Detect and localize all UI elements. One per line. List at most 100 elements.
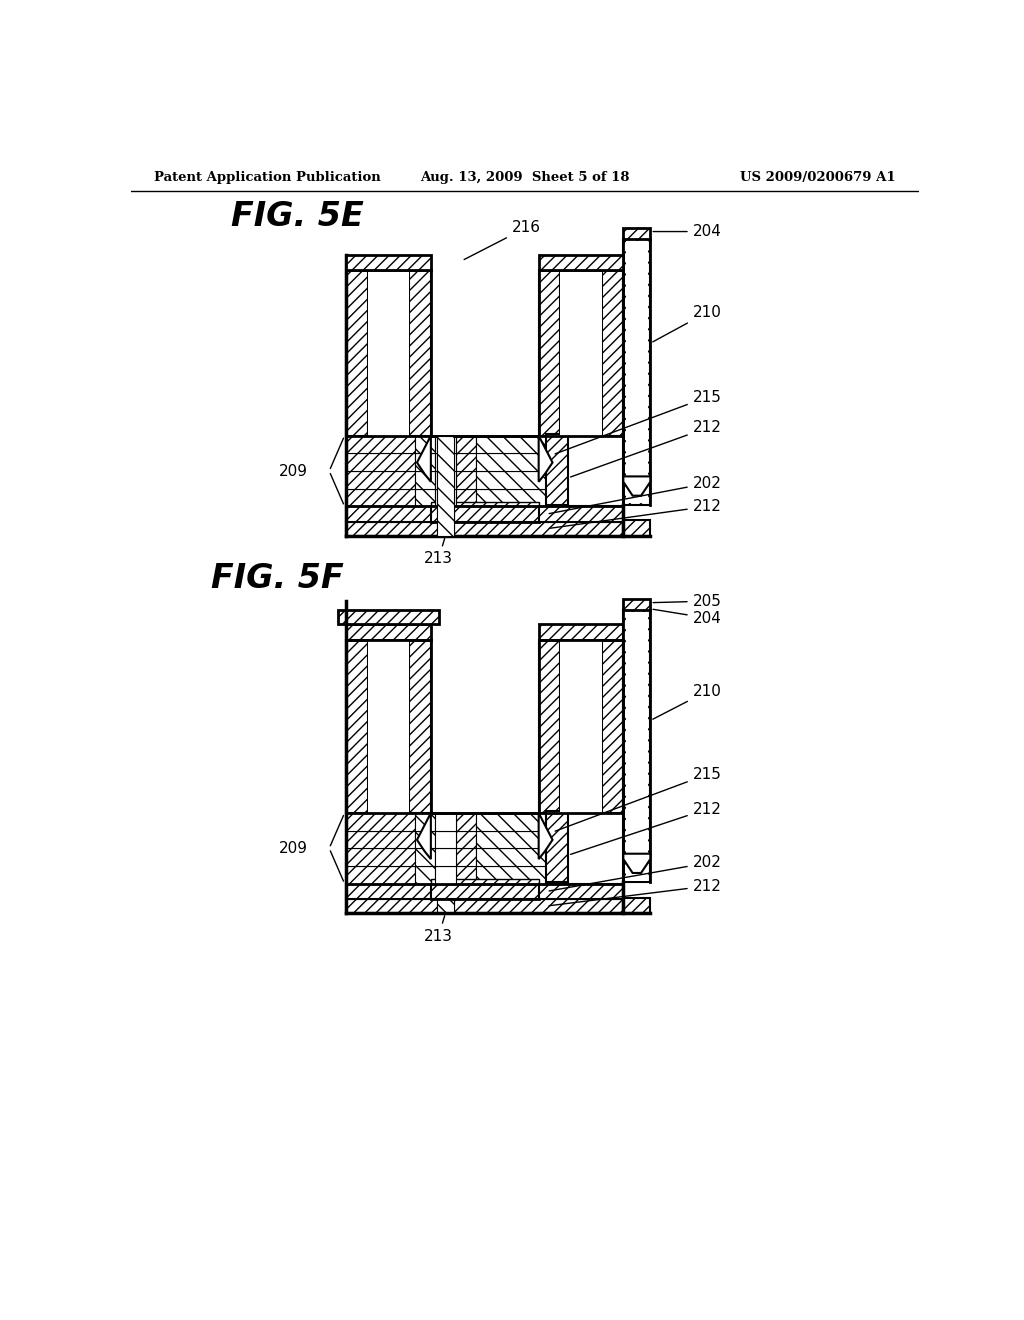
Bar: [346, 849, 416, 866]
Bar: [457, 471, 475, 488]
Text: 209: 209: [279, 841, 307, 855]
Bar: [435, 830, 457, 849]
Bar: [624, 520, 650, 536]
Bar: [346, 884, 624, 899]
Bar: [416, 453, 435, 471]
Text: 209: 209: [279, 463, 307, 479]
Bar: [346, 813, 624, 884]
Bar: [435, 436, 457, 453]
Bar: [475, 453, 547, 471]
Bar: [475, 866, 547, 884]
Bar: [435, 471, 457, 488]
Bar: [435, 488, 457, 507]
Polygon shape: [624, 854, 650, 873]
Bar: [410, 271, 431, 436]
Bar: [346, 271, 368, 436]
Polygon shape: [417, 436, 431, 482]
Bar: [437, 436, 454, 536]
Bar: [416, 866, 435, 884]
Bar: [416, 436, 435, 453]
Text: 202: 202: [549, 475, 722, 513]
Bar: [346, 436, 416, 453]
Bar: [475, 830, 547, 849]
Bar: [346, 866, 416, 884]
Text: 212: 212: [549, 499, 722, 528]
Bar: [475, 436, 547, 453]
Text: US 2009/0200679 A1: US 2009/0200679 A1: [740, 172, 896, 185]
Bar: [457, 813, 475, 830]
Bar: [416, 471, 435, 488]
Bar: [368, 271, 410, 436]
Bar: [346, 813, 416, 830]
Text: 216: 216: [464, 220, 541, 260]
Bar: [435, 813, 457, 830]
Bar: [602, 640, 624, 813]
Bar: [457, 488, 475, 507]
Bar: [437, 436, 454, 536]
Bar: [410, 640, 431, 813]
Bar: [624, 239, 650, 506]
Text: 202: 202: [549, 855, 722, 891]
Bar: [624, 898, 650, 913]
Bar: [416, 813, 435, 830]
Bar: [346, 471, 416, 488]
Text: 215: 215: [555, 767, 722, 832]
Bar: [416, 488, 435, 507]
Bar: [435, 849, 457, 866]
Polygon shape: [417, 813, 431, 859]
Bar: [457, 436, 475, 453]
Bar: [435, 866, 457, 884]
Bar: [539, 624, 624, 640]
Bar: [475, 488, 547, 507]
Bar: [431, 507, 539, 521]
Bar: [539, 271, 560, 436]
Bar: [416, 830, 435, 849]
Bar: [624, 228, 650, 239]
Bar: [539, 640, 560, 813]
Bar: [431, 879, 539, 884]
Bar: [475, 471, 547, 488]
Text: 210: 210: [652, 305, 722, 342]
Text: 204: 204: [653, 610, 722, 626]
Bar: [346, 624, 431, 640]
Bar: [626, 612, 648, 880]
Bar: [457, 830, 475, 849]
Bar: [457, 849, 475, 866]
Text: 215: 215: [555, 389, 722, 454]
Polygon shape: [539, 436, 553, 482]
Bar: [437, 813, 454, 913]
Bar: [457, 453, 475, 471]
Bar: [346, 640, 368, 813]
Bar: [346, 488, 416, 507]
Text: 212: 212: [549, 879, 722, 906]
Bar: [547, 434, 568, 506]
Bar: [457, 866, 475, 884]
Text: FIG. 5F: FIG. 5F: [211, 561, 344, 594]
Text: 213: 213: [424, 539, 453, 566]
Bar: [475, 849, 547, 866]
Bar: [547, 812, 568, 882]
Bar: [560, 640, 602, 813]
Bar: [339, 610, 438, 624]
Bar: [346, 521, 624, 536]
Bar: [346, 507, 624, 521]
Text: 212: 212: [570, 420, 722, 477]
Bar: [431, 884, 539, 899]
Bar: [416, 849, 435, 866]
Bar: [626, 240, 648, 503]
Bar: [560, 271, 602, 436]
Text: Aug. 13, 2009  Sheet 5 of 18: Aug. 13, 2009 Sheet 5 of 18: [420, 172, 630, 185]
Bar: [602, 271, 624, 436]
Polygon shape: [624, 477, 650, 496]
Text: 213: 213: [424, 916, 453, 944]
Bar: [435, 453, 457, 471]
Bar: [368, 640, 410, 813]
Bar: [346, 830, 416, 849]
Bar: [346, 255, 431, 271]
Bar: [437, 813, 454, 913]
Bar: [475, 813, 547, 830]
Bar: [539, 255, 624, 271]
Bar: [346, 453, 416, 471]
Text: 205: 205: [653, 594, 722, 609]
Bar: [346, 899, 624, 913]
